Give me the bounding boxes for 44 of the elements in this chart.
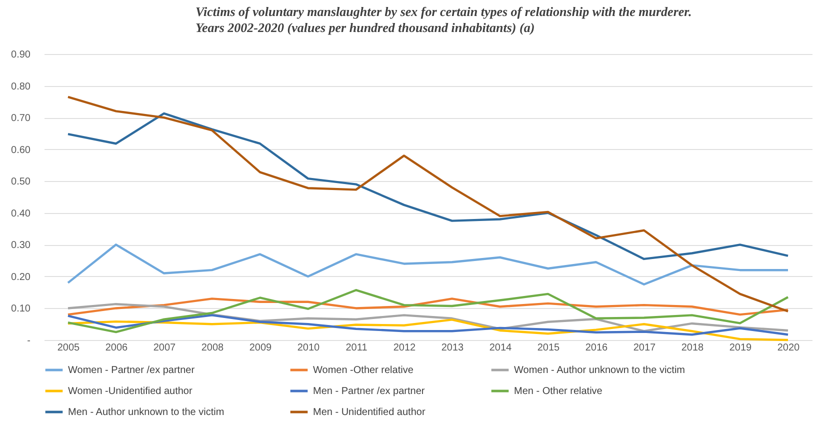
legend-label: Women -Other relative <box>313 365 414 376</box>
chart-subtitle: Years 2002-2020 (values per hundred thousand inhabitants) (a) <box>196 20 535 35</box>
x-tick-label: 2006 <box>105 342 128 354</box>
y-tick-label: 0.10 <box>11 304 31 315</box>
x-tick-label: 2015 <box>537 342 560 354</box>
y-tick-label: - <box>27 336 30 346</box>
line-series <box>66 314 790 336</box>
legend-label: Men - Unidentified author <box>313 407 426 418</box>
x-tick-label: 2019 <box>729 342 752 354</box>
x-tick-label: 2005 <box>57 342 80 354</box>
x-tick-label: 2011 <box>346 342 368 354</box>
x-tick-label: 2018 <box>681 342 704 354</box>
x-tick-label: 2009 <box>249 342 272 354</box>
x-tick-label: 2016 <box>585 342 608 354</box>
line-series <box>66 318 790 342</box>
y-tick-label: 0.30 <box>11 240 31 252</box>
x-tick-label: 2010 <box>297 342 320 354</box>
y-tick-label: 0.40 <box>11 208 31 220</box>
line-series <box>66 244 790 286</box>
line-series <box>66 302 790 332</box>
x-tick-label: 2020 <box>777 342 800 354</box>
x-tick-label: 2012 <box>393 342 416 354</box>
legend-label: Men - Author unknown to the victim <box>68 407 224 418</box>
x-tick-label: 2013 <box>441 342 464 354</box>
x-tick-label: 2007 <box>153 342 176 354</box>
line-series <box>66 289 790 334</box>
y-tick-label: 0.20 <box>11 272 31 283</box>
legend-label: Women - Partner /ex partner <box>68 365 196 376</box>
y-tick-label: 0.90 <box>11 50 31 60</box>
x-tick-label: 2008 <box>201 342 224 354</box>
y-tick-label: 0.80 <box>11 81 31 92</box>
line-series <box>66 112 790 260</box>
line-series <box>66 298 790 316</box>
x-tick-label: 2017 <box>633 342 656 354</box>
x-tick-label: 2014 <box>489 342 512 354</box>
line-series <box>66 96 790 312</box>
chart-title: Victims of voluntary manslaughter by sex for certain types of relationship with the murderer. <box>196 4 692 19</box>
legend-label: Men - Partner /ex partner <box>313 386 426 397</box>
y-tick-label: 0.60 <box>11 144 31 156</box>
legend-label: Women -Unidentified author <box>68 386 193 397</box>
y-tick-label: 0.70 <box>11 113 31 124</box>
y-tick-label: 0.50 <box>11 176 31 188</box>
legend-label: Men - Other relative <box>514 386 603 397</box>
legend-label: Women - Author unknown to the victim <box>514 365 686 376</box>
